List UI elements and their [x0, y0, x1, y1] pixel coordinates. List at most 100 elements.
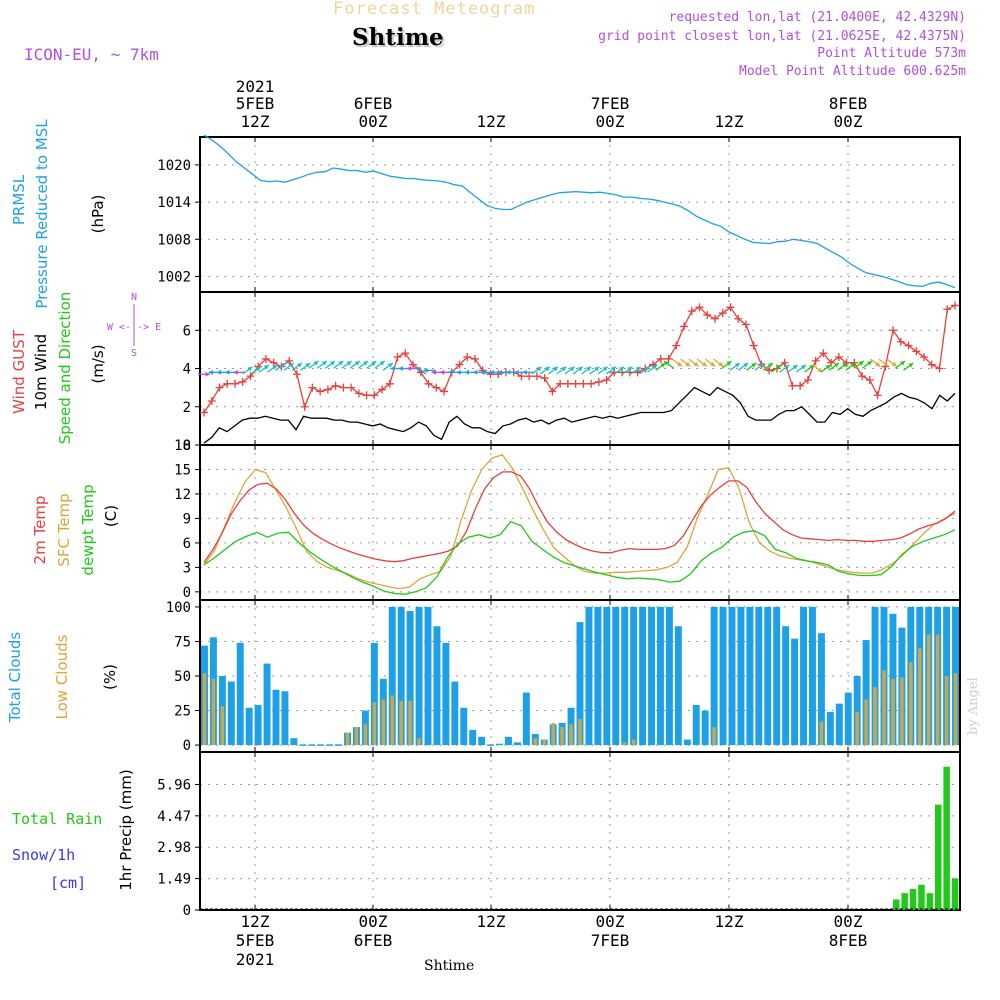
- wind-arrow-head: [718, 361, 724, 367]
- total-cloud-bar: [764, 606, 772, 746]
- low-cloud-bar: [864, 699, 868, 746]
- bottom-time-hour: 12Z: [477, 912, 506, 931]
- wind-arrow: [258, 364, 270, 373]
- gust-marker: [556, 379, 565, 388]
- total-cloud-bar: [674, 626, 682, 746]
- wind-arrow-head: [743, 362, 749, 368]
- ytick-label: 5.96: [157, 777, 191, 793]
- top-time-hour: 12Z: [241, 112, 270, 131]
- wind-arrow-head: [272, 364, 278, 370]
- gust-marker: [587, 379, 596, 388]
- wind-arrow-head: [577, 366, 583, 372]
- wind-arrow-head: [701, 361, 707, 367]
- total-cloud-bar: [692, 705, 700, 746]
- total-cloud-bar: [594, 606, 602, 746]
- total-cloud-bar: [817, 633, 825, 746]
- gust-marker: [323, 385, 332, 394]
- gust-marker: [749, 341, 758, 350]
- gust-marker: [223, 379, 232, 388]
- gust-marker: [927, 360, 936, 369]
- gust-marker: [594, 377, 603, 386]
- gust-marker: [920, 353, 929, 362]
- ytick-label: 1014: [157, 195, 191, 211]
- panel-frame: [199, 751, 961, 911]
- total-cloud-bar: [460, 707, 468, 746]
- wind-arrow-head: [431, 369, 436, 375]
- ytick-label: 3: [183, 560, 191, 576]
- top-time-label: 12Z: [715, 112, 744, 131]
- bottom-time-date: 7FEB: [591, 931, 630, 950]
- low-cloud-bar: [354, 727, 359, 746]
- model-altitude: Model Point Altitude 600.625m: [739, 64, 966, 79]
- gust-marker: [664, 354, 673, 363]
- gust-marker: [362, 391, 371, 400]
- total-cloud-bar: [424, 606, 432, 746]
- low-cloud-bar: [882, 670, 886, 746]
- wind-arrow-head: [379, 361, 385, 366]
- wind-arrow: [837, 362, 848, 371]
- total-cloud-bar: [782, 626, 790, 746]
- low-cloud-bar: [935, 634, 940, 746]
- wind-arrow-head: [891, 361, 897, 367]
- ytick-label: 2: [183, 400, 191, 416]
- low-cloud-bar: [381, 699, 386, 746]
- wind-arrow-head: [390, 366, 395, 371]
- ytick-label: 1002: [157, 270, 191, 286]
- rain-bar: [951, 878, 959, 910]
- ytick-label: 0: [183, 585, 191, 601]
- wind-arrow-head: [627, 366, 633, 372]
- total-cloud-bar: [826, 711, 834, 746]
- total-cloud-bar: [281, 691, 289, 746]
- wind-arrow-head: [842, 362, 848, 368]
- wind-arrow-head: [693, 361, 699, 367]
- gust-marker: [680, 322, 689, 331]
- wind-arrow-head: [685, 361, 691, 367]
- gust-marker: [401, 349, 410, 358]
- wind-arrow-head: [371, 361, 377, 366]
- ytick-label: 0: [183, 903, 191, 919]
- wind-arrow-head: [522, 369, 527, 375]
- rain-bar: [893, 899, 900, 910]
- wind-arrow: [522, 369, 535, 375]
- wind-10m-label: 10m Wind: [32, 334, 50, 410]
- gust-marker: [532, 372, 541, 381]
- gust-marker: [726, 303, 735, 312]
- low-cloud-bar: [542, 739, 546, 746]
- wind-arrow-head: [792, 364, 798, 370]
- wind-arrow: [812, 364, 823, 373]
- top-time-date: 6FEB: [354, 94, 393, 113]
- gust-marker: [695, 303, 704, 312]
- top-time-date: 7FEB: [591, 94, 630, 113]
- wind-arrow-head: [817, 367, 823, 373]
- wind-arrow: [564, 366, 575, 375]
- total-cloud-bar: [433, 626, 441, 746]
- bottom-time-year: 2021: [236, 950, 275, 969]
- ytick-label: 4: [183, 362, 191, 378]
- wind-arrow-head: [561, 366, 567, 372]
- wind-arrow: [903, 362, 914, 371]
- wind-arrow: [572, 366, 584, 375]
- wind-arrow: [531, 366, 542, 375]
- gust-marker: [873, 391, 882, 400]
- gust-marker: [354, 389, 363, 398]
- total-cloud-bar: [809, 606, 816, 746]
- low-cloud-bar: [417, 738, 421, 746]
- wind-arrow: [597, 366, 608, 375]
- prmsl-label: PRMSL: [10, 174, 28, 225]
- wind-arrow-head: [586, 366, 592, 372]
- wind-arrow: [242, 366, 253, 375]
- wind-arrow-head: [406, 366, 412, 371]
- gust-marker: [463, 353, 472, 362]
- total-cloud-bar: [415, 606, 423, 746]
- wind-arrow-head: [875, 361, 881, 367]
- ytick-label: 18: [174, 438, 191, 454]
- total-cloud-bar: [746, 606, 754, 746]
- total-cloud-bar: [370, 642, 378, 746]
- total-cloud-bar: [844, 692, 852, 746]
- wind-arrow: [333, 360, 344, 369]
- snow-label: Snow/1h: [12, 846, 75, 864]
- wind-arrow-head: [726, 361, 732, 366]
- low-cloud-bar: [408, 700, 412, 746]
